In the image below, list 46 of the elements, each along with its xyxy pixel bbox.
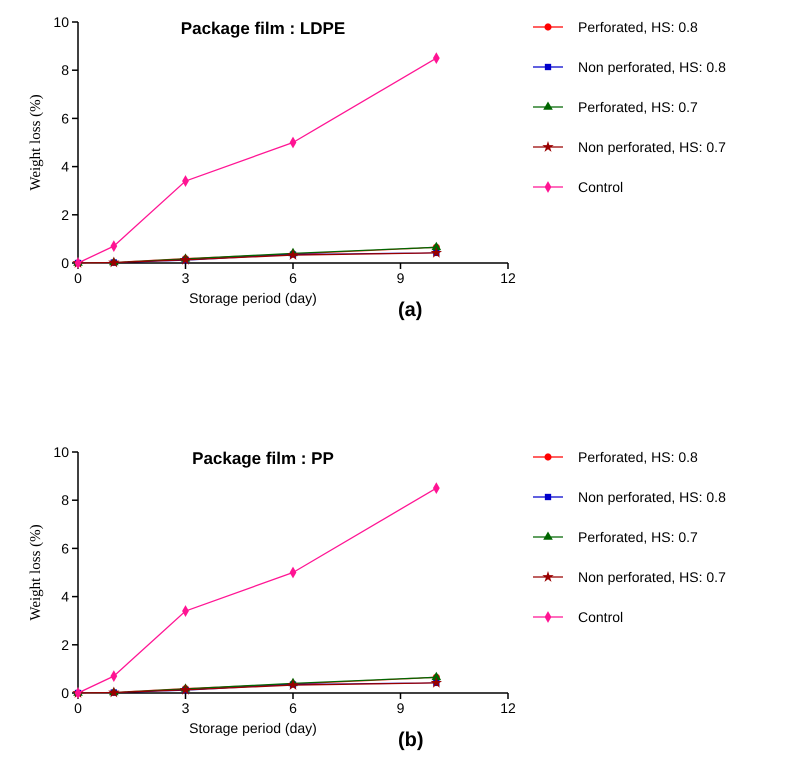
y-tick-label: 2 bbox=[61, 206, 70, 223]
x-tick-label: 3 bbox=[182, 270, 190, 286]
legend-label: Control bbox=[578, 179, 624, 195]
y-tick-label: 0 bbox=[61, 255, 70, 271]
legend-label: Non perforated, HS: 0.8 bbox=[578, 59, 726, 75]
x-axis-title: Storage period (day) bbox=[189, 290, 317, 306]
y-tick-label: 6 bbox=[61, 110, 70, 126]
x-tick-label: 12 bbox=[500, 270, 516, 286]
chart-title: Package film : LDPE bbox=[180, 19, 346, 38]
y-tick-label: 2 bbox=[61, 636, 70, 653]
y-tick-label: 8 bbox=[61, 62, 70, 78]
y-axis-title: Weight loss (%) bbox=[28, 94, 44, 191]
y-tick-label: 4 bbox=[61, 158, 70, 175]
legend-label: Perforated, HS: 0.7 bbox=[578, 529, 698, 545]
legend-label: Non perforated, HS: 0.7 bbox=[578, 139, 726, 155]
legend-label: Non perforated, HS: 0.8 bbox=[578, 489, 726, 505]
x-tick-label: 0 bbox=[74, 700, 82, 716]
text: (b) bbox=[398, 729, 424, 751]
y-tick-label: 6 bbox=[61, 540, 70, 556]
y-axis-title: Weight loss (%) bbox=[28, 524, 44, 621]
point bbox=[287, 249, 299, 260]
legend-label: Control bbox=[578, 609, 624, 625]
y-tick-label: 10 bbox=[53, 444, 70, 460]
point bbox=[180, 254, 192, 265]
legend-label: Perforated, HS: 0.8 bbox=[578, 19, 698, 35]
x-tick-label: 3 bbox=[182, 700, 190, 716]
x-tick-label: 0 bbox=[74, 270, 82, 286]
point bbox=[287, 679, 299, 690]
y-tick-label: 8 bbox=[61, 492, 70, 508]
point bbox=[430, 676, 442, 688]
x-axis-title: Storage period (day) bbox=[189, 720, 317, 736]
x-tick-label: 9 bbox=[396, 270, 405, 286]
point bbox=[430, 246, 442, 258]
text: (a) bbox=[398, 299, 422, 321]
legend-label: Non perforated, HS: 0.7 bbox=[578, 569, 726, 585]
point bbox=[180, 684, 192, 695]
x-tick-label: 9 bbox=[396, 700, 405, 716]
x-tick-label: 6 bbox=[289, 700, 298, 716]
x-tick-label: 12 bbox=[500, 700, 516, 716]
legend-label: Perforated, HS: 0.7 bbox=[578, 99, 698, 115]
chart-title: Package film : PP bbox=[192, 449, 334, 468]
y-tick-label: 10 bbox=[53, 14, 70, 30]
y-tick-label: 0 bbox=[61, 685, 70, 701]
legend-label: Perforated, HS: 0.8 bbox=[578, 449, 698, 465]
x-tick-label: 6 bbox=[289, 270, 298, 286]
y-tick-label: 4 bbox=[61, 588, 70, 605]
